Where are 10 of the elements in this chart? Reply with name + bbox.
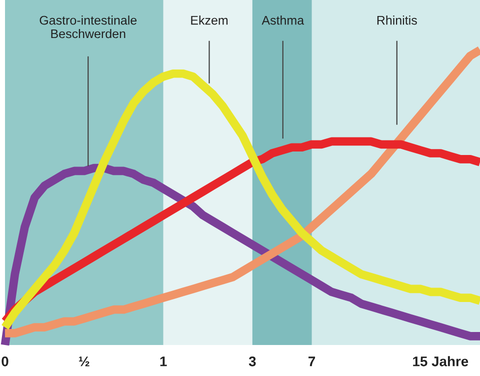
text: Asthma	[262, 16, 304, 25]
text: Gastro-intestinale Beschwerden	[40, 16, 137, 38]
x-tick-label: 1	[160, 356, 167, 366]
x-tick-label: 7	[308, 356, 316, 366]
text: Ekzem	[191, 16, 228, 25]
x-tick-label: 0	[2, 356, 8, 366]
x-tick-label: ½	[79, 356, 90, 366]
text: Rhinitis	[377, 16, 417, 25]
x-tick-label: 3	[248, 356, 256, 366]
x-tick-label: 15 Jahre	[413, 356, 468, 366]
